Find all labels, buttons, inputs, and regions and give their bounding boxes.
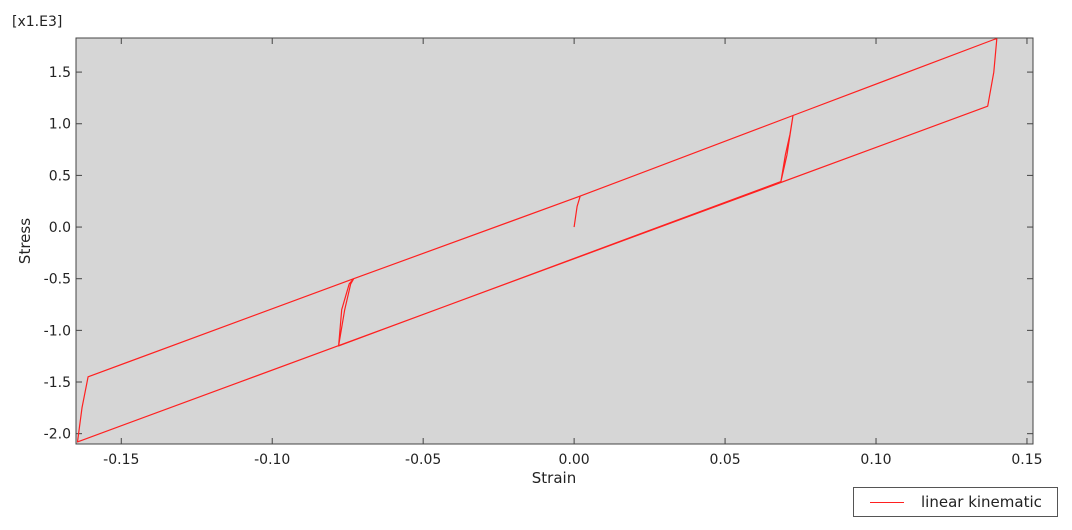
- y-tick-label: -0.5: [44, 272, 71, 288]
- series-line-linear-kinematic: [76, 38, 998, 443]
- plot-area: [75, 37, 1034, 445]
- y-tick-label: 0.5: [49, 168, 71, 184]
- legend-label-linear-kinematic: linear kinematic: [921, 493, 1042, 511]
- legend: linear kinematic: [853, 487, 1058, 517]
- x-tick-label: 0.10: [860, 452, 891, 468]
- y-axis: -2.0 -1.5 -1.0 -0.5 0.0 0.5 1.0 1.5: [44, 65, 1033, 443]
- x-axis: -0.15 -0.10 -0.05 0.00 0.05 0.10 0.15: [103, 38, 1043, 468]
- y-axis-label: Stress: [16, 218, 34, 264]
- y-scale-label: [x1.E3]: [12, 14, 62, 30]
- y-tick-label: -2.0: [44, 427, 71, 443]
- x-tick-label: 0.05: [709, 452, 740, 468]
- x-axis-label: Strain: [532, 469, 576, 487]
- series-layer: [76, 38, 998, 443]
- y-tick-label: -1.5: [44, 375, 71, 391]
- x-tick-label: -0.15: [103, 452, 139, 468]
- x-tick-label: 0.15: [1011, 452, 1042, 468]
- x-tick-label: -0.10: [254, 452, 290, 468]
- x-tick-label: 0.00: [559, 452, 590, 468]
- y-tick-label: 0.0: [49, 220, 71, 236]
- y-tick-label: -1.0: [44, 323, 71, 339]
- y-tick-label: 1.0: [49, 117, 71, 133]
- x-tick-label: -0.05: [405, 452, 441, 468]
- legend-swatch-linear-kinematic: [870, 502, 904, 503]
- y-tick-label: 1.5: [49, 65, 71, 81]
